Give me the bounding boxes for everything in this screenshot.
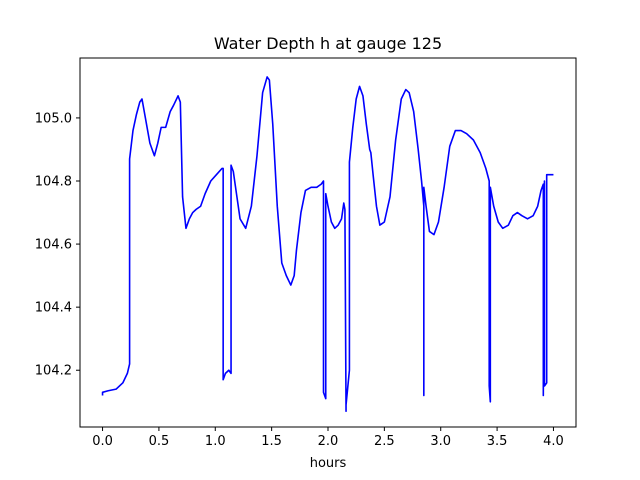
x-tick-label: 3.0 — [430, 434, 451, 449]
x-tick-label: 0.0 — [92, 434, 113, 449]
x-tick-label: 2.0 — [318, 434, 339, 449]
series-line-0 — [101, 76, 554, 413]
y-tick-label: 105.0 — [35, 111, 72, 126]
y-tick-label: 104.4 — [35, 301, 72, 316]
x-tick-label: 0.5 — [149, 434, 170, 449]
y-tick-label: 104.2 — [35, 364, 72, 379]
x-tick-label: 4.0 — [543, 434, 564, 449]
chart-title: Water Depth h at gauge 125 — [214, 34, 442, 53]
y-tick-label: 104.8 — [35, 175, 72, 190]
y-tick-label: 104.6 — [35, 238, 72, 253]
y-axis-ticks: 104.2 104.4 104.6 104.8 105.0 — [35, 111, 80, 379]
x-tick-label: 1.0 — [205, 434, 226, 449]
x-axis-label: hours — [310, 456, 347, 471]
x-tick-label: 2.5 — [374, 434, 395, 449]
x-axis-ticks: 0.0 0.5 1.0 1.5 2.0 2.5 3.0 3.5 4.0 — [92, 427, 564, 449]
plot-layer — [101, 76, 554, 413]
plot-frame — [79, 57, 577, 428]
x-tick-label: 3.5 — [487, 434, 508, 449]
x-tick-label: 1.5 — [261, 434, 282, 449]
